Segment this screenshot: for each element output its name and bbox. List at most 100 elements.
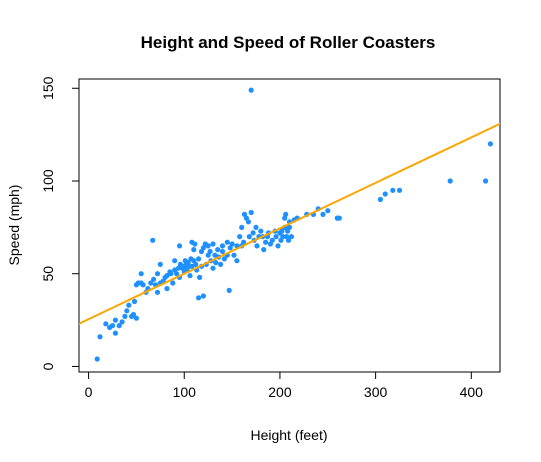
data-point	[237, 234, 243, 240]
data-point	[164, 286, 170, 292]
regression-line	[79, 122, 500, 325]
data-point	[279, 228, 285, 234]
data-point	[336, 215, 342, 221]
data-point	[103, 321, 109, 327]
data-point	[138, 271, 144, 277]
data-point	[382, 191, 388, 197]
data-point	[215, 247, 221, 253]
data-point	[246, 234, 252, 240]
data-point	[187, 273, 193, 279]
data-point	[487, 141, 493, 147]
data-point	[239, 224, 245, 230]
y-tick-label: 50	[40, 266, 56, 282]
data-point	[221, 256, 227, 262]
data-point	[273, 234, 279, 240]
data-point	[94, 356, 100, 362]
data-point	[283, 211, 289, 217]
data-point	[140, 282, 146, 288]
data-point	[229, 241, 235, 247]
x-tick-label: 100	[173, 384, 197, 400]
x-axis-label: Height (feet)	[250, 427, 327, 443]
data-point	[286, 224, 293, 230]
data-point	[197, 274, 203, 280]
data-point	[150, 237, 156, 243]
data-point	[483, 178, 489, 184]
data-point	[210, 241, 216, 247]
data-point	[396, 187, 403, 193]
data-point	[207, 248, 213, 255]
data-point	[130, 311, 137, 318]
data-point	[112, 330, 118, 336]
data-point	[193, 261, 199, 267]
data-point	[148, 280, 154, 286]
data-point	[258, 228, 264, 234]
data-point	[248, 87, 254, 93]
y-tick-label: 150	[40, 76, 56, 100]
y-tick-label: 0	[40, 362, 56, 370]
data-point	[170, 280, 176, 286]
data-point	[248, 209, 254, 216]
x-tick-label: 0	[85, 384, 93, 400]
chart-title: Height and Speed of Roller Coasters	[141, 33, 436, 52]
data-point	[234, 258, 240, 264]
data-points	[94, 87, 493, 362]
x-tick-label: 400	[460, 384, 484, 400]
data-point	[131, 298, 138, 305]
data-point	[261, 247, 267, 253]
data-point	[231, 252, 237, 258]
data-point	[109, 323, 116, 329]
data-point	[174, 271, 180, 277]
data-point	[219, 248, 226, 255]
y-axis-label: Speed (mph)	[6, 185, 22, 266]
data-point	[224, 239, 230, 245]
data-point	[112, 317, 118, 323]
data-point	[205, 243, 211, 249]
data-point	[157, 261, 163, 267]
data-point	[116, 323, 122, 329]
data-point	[226, 287, 232, 293]
data-point	[245, 219, 251, 225]
data-point	[164, 273, 170, 279]
data-point	[151, 276, 157, 282]
data-point	[168, 271, 174, 277]
y-tick-label: 100	[40, 169, 56, 193]
data-point	[269, 237, 275, 243]
data-point	[176, 243, 183, 249]
data-point	[191, 247, 197, 253]
data-point	[253, 224, 259, 230]
data-point	[97, 334, 103, 340]
data-point	[219, 243, 226, 249]
data-point	[200, 293, 206, 299]
data-point	[172, 258, 178, 264]
data-point	[320, 211, 326, 217]
data-point	[390, 187, 396, 193]
data-point	[196, 256, 202, 262]
data-point	[126, 302, 132, 308]
data-point	[288, 234, 294, 240]
data-point	[285, 237, 292, 243]
data-point	[122, 313, 128, 319]
data-point	[196, 295, 202, 301]
data-point	[280, 234, 286, 240]
data-point	[119, 319, 125, 325]
data-point	[254, 243, 260, 249]
x-tick-label: 200	[268, 384, 292, 400]
data-point	[250, 230, 256, 236]
data-point	[275, 243, 281, 249]
data-point	[263, 239, 269, 245]
data-point	[325, 208, 331, 214]
data-point	[133, 315, 139, 321]
y-axis: 0 50 100 150	[40, 76, 79, 370]
data-point	[241, 239, 247, 245]
data-point	[124, 308, 130, 314]
x-axis: 0 100 200 300 400	[85, 372, 484, 400]
data-point	[377, 196, 383, 203]
data-point	[192, 241, 198, 247]
data-point	[447, 178, 453, 184]
x-tick-label: 300	[364, 384, 388, 400]
data-point	[218, 261, 224, 267]
plot-frame	[78, 78, 501, 373]
data-point	[213, 260, 219, 266]
data-point	[154, 289, 161, 295]
